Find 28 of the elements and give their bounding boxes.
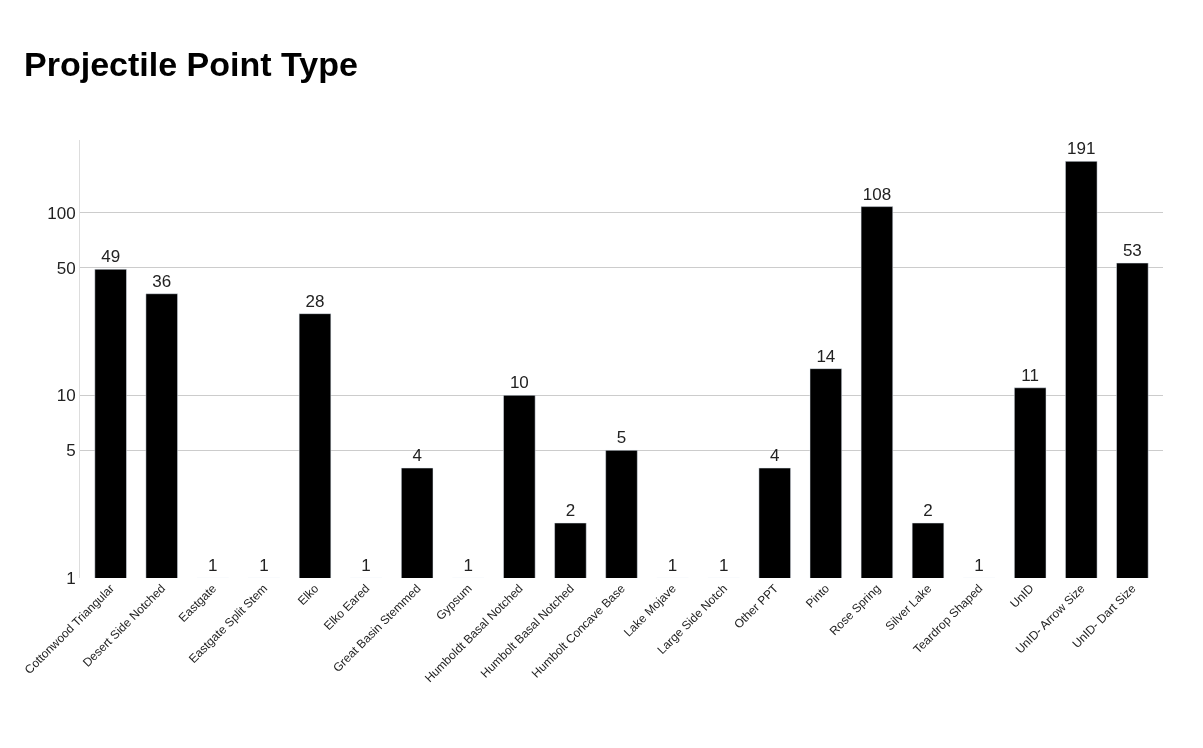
data-label: 1 (974, 556, 984, 575)
y-tick-label: 50 (56, 258, 76, 278)
data-label: 1 (208, 556, 218, 575)
data-label: 2 (923, 501, 933, 521)
data-label: 11 (1021, 365, 1040, 385)
data-label: 1 (667, 556, 678, 575)
data-label: 10 (509, 373, 529, 393)
data-label: 14 (816, 346, 836, 366)
data-label: 1 (361, 556, 371, 575)
data-label: 1 (718, 556, 729, 575)
data-label: 4 (412, 446, 422, 466)
data-label: 28 (305, 291, 325, 311)
y-tick-label: 10 (56, 386, 76, 406)
data-label: 36 (152, 271, 172, 291)
data-label: 191 (1067, 139, 1096, 159)
x-tick-label: Elko (294, 581, 322, 608)
y-tick-label: 5 (66, 441, 76, 461)
data-label: 53 (1122, 241, 1142, 261)
data-label: 108 (862, 184, 892, 204)
data-label: 5 (616, 428, 627, 448)
data-label: 49 (101, 247, 121, 267)
data-label: 4 (770, 446, 780, 466)
data-label: 1 (259, 556, 269, 575)
y-tick-label: 100 (47, 203, 76, 223)
y-tick-label: 1 (66, 568, 76, 588)
chart-title: Projectile Point Type (24, 45, 358, 84)
data-label: 1 (463, 556, 473, 575)
data-label: 2 (565, 501, 576, 521)
